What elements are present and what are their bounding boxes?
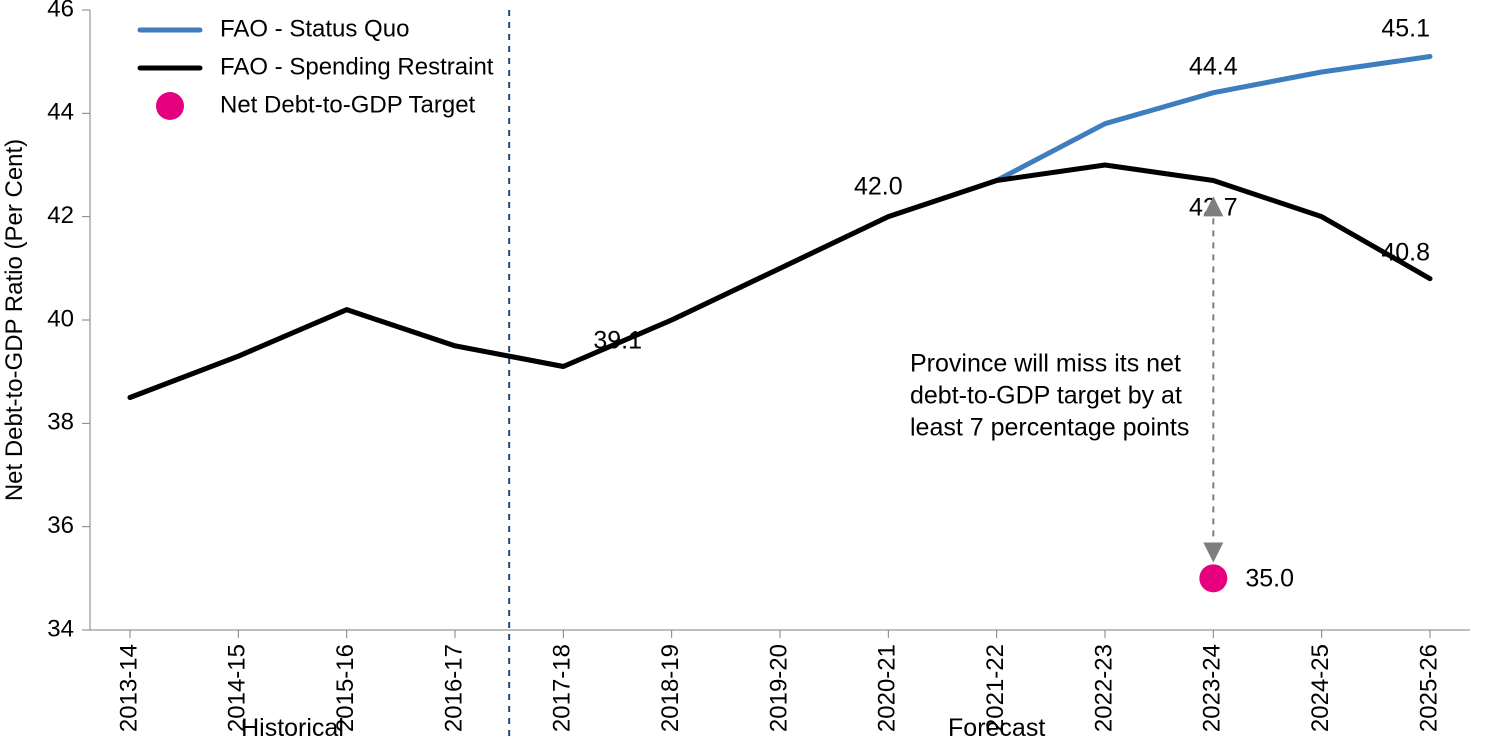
data-label: 45.1 bbox=[1381, 15, 1430, 43]
legend-label-status-quo: FAO - Status Quo bbox=[220, 15, 409, 42]
data-label: 40.8 bbox=[1381, 239, 1430, 267]
legend-label-target: Net Debt-to-GDP Target bbox=[220, 91, 476, 118]
y-tick-label: 46 bbox=[47, 0, 74, 22]
section-label-historical: Historical bbox=[241, 714, 344, 742]
annotation-text: Province will miss its netdebt-to-GDP ta… bbox=[910, 350, 1189, 442]
chart-container: 34 36 38 40 42 44 46 Net Debt-to-GDP Ratio (Per… bbox=[0, 0, 1500, 746]
y-tick-label: 38 bbox=[47, 409, 74, 436]
x-tick-label: 2023-24 bbox=[1199, 644, 1226, 732]
x-tick-label: 2018-19 bbox=[657, 644, 684, 732]
x-tick-label: 2025-26 bbox=[1415, 644, 1442, 732]
x-tick-label: 2022-23 bbox=[1090, 644, 1117, 732]
x-tick-label: 2024-25 bbox=[1307, 644, 1334, 732]
y-tick-label: 44 bbox=[47, 99, 74, 126]
section-label-forecast: Forecast bbox=[948, 714, 1045, 742]
y-axis-title: Net Debt-to-GDP Ratio (Per Cent) bbox=[1, 139, 28, 501]
data-label: 44.4 bbox=[1189, 53, 1238, 81]
data-label: 42.0 bbox=[854, 173, 903, 201]
x-tick-label: 2013-14 bbox=[115, 644, 142, 732]
x-tick-label: 2016-17 bbox=[440, 644, 467, 732]
target-point-label: 35.0 bbox=[1245, 564, 1294, 592]
x-tick-label: 2019-20 bbox=[765, 644, 792, 732]
x-tick-label: 2017-18 bbox=[549, 644, 576, 732]
y-tick-label: 40 bbox=[47, 305, 74, 332]
x-tick-label: 2020-21 bbox=[874, 644, 901, 732]
legend-label-spending-restraint: FAO - Spending Restraint bbox=[220, 53, 494, 80]
y-tick-label: 36 bbox=[47, 512, 74, 539]
y-tick-label: 42 bbox=[47, 202, 74, 229]
data-label: 39.1 bbox=[593, 327, 642, 355]
target-point-marker bbox=[1199, 564, 1227, 592]
legend-swatch-target bbox=[156, 92, 184, 120]
y-tick-label: 34 bbox=[47, 615, 74, 642]
